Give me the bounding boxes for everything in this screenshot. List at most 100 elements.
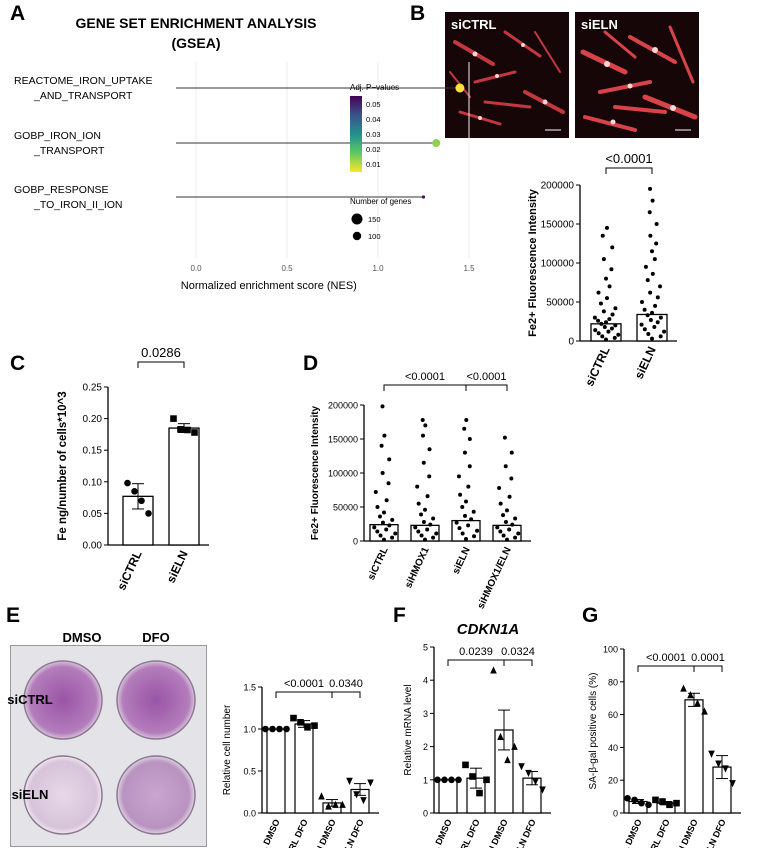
data-point bbox=[466, 484, 471, 489]
x-category-label: siCTRL DMSO bbox=[609, 818, 644, 848]
data-point bbox=[501, 513, 506, 518]
y-axis-label: SA-β-gal positive cells (%) bbox=[588, 673, 599, 790]
x-category-label: siCTRL bbox=[114, 548, 144, 592]
data-point bbox=[495, 525, 500, 530]
data-point bbox=[539, 786, 546, 794]
data-point bbox=[650, 271, 655, 276]
data-point bbox=[177, 426, 184, 433]
plate-row-label: siCTRL bbox=[7, 692, 53, 707]
data-point bbox=[360, 797, 367, 805]
data-point bbox=[373, 490, 378, 495]
data-point bbox=[138, 497, 145, 505]
data-point bbox=[498, 501, 503, 506]
y-axis-label: Fe2+ Fluorescence Intensity bbox=[310, 405, 321, 540]
data-point bbox=[131, 487, 138, 495]
data-point bbox=[390, 535, 395, 540]
data-point bbox=[505, 508, 509, 513]
plate-wells-image bbox=[23, 660, 196, 835]
data-point bbox=[462, 426, 467, 431]
p-value-label: 0.0324 bbox=[501, 646, 535, 658]
data-point bbox=[386, 481, 391, 486]
data-point bbox=[425, 494, 430, 499]
data-point bbox=[525, 769, 532, 778]
data-point bbox=[652, 796, 659, 804]
x-category-label: siELN DFO bbox=[337, 818, 366, 848]
data-point bbox=[501, 533, 506, 538]
data-point bbox=[673, 799, 680, 807]
data-point bbox=[680, 684, 687, 692]
data-point bbox=[631, 796, 638, 804]
y-tick-label: 20 bbox=[608, 776, 618, 786]
y-tick-label: 60 bbox=[608, 710, 618, 720]
data-point bbox=[648, 317, 653, 322]
gsea-dot bbox=[455, 83, 465, 93]
data-point bbox=[648, 233, 653, 238]
data-point bbox=[502, 435, 507, 440]
data-point bbox=[421, 460, 426, 465]
data-point bbox=[497, 485, 502, 490]
y-tick-label: 0.5 bbox=[243, 767, 256, 777]
gsea-x-tick: 0.0 bbox=[190, 264, 202, 273]
bar bbox=[684, 699, 704, 814]
gsea-legend-color-tick: 0.05 bbox=[366, 100, 381, 109]
data-point bbox=[382, 537, 386, 542]
data-point bbox=[490, 666, 497, 674]
data-point bbox=[613, 306, 618, 311]
data-point bbox=[503, 519, 508, 524]
y-tick-label: 5 bbox=[423, 643, 428, 653]
y-tick-label: 0 bbox=[568, 337, 574, 348]
bar bbox=[168, 427, 200, 546]
chart-c-fe-content: 0.00 0.05 0.10 0.15 0.20 0.25 Fe ng/number of … bbox=[57, 345, 209, 592]
data-point bbox=[462, 761, 469, 769]
data-point bbox=[353, 791, 360, 799]
panel-label-d: D bbox=[303, 352, 319, 375]
y-tick-label: 100 bbox=[603, 645, 618, 655]
x-category-label: siELN bbox=[632, 344, 659, 381]
data-point bbox=[457, 526, 462, 531]
data-point bbox=[413, 525, 418, 530]
data-point bbox=[380, 471, 385, 475]
gsea-title-line1: GENE SET ENRICHMENT ANALYSIS bbox=[76, 15, 317, 31]
data-point bbox=[475, 528, 480, 533]
data-point bbox=[420, 433, 425, 438]
data-point bbox=[607, 284, 612, 289]
significance-bracket bbox=[637, 665, 695, 672]
data-point bbox=[498, 529, 503, 534]
data-point bbox=[145, 510, 152, 517]
data-point bbox=[283, 725, 290, 733]
data-point bbox=[434, 531, 439, 536]
data-point bbox=[415, 484, 420, 489]
gsea-dot-plot: GENE SET ENRICHMENT ANALYSIS (GSEA) 0.0 0.5… bbox=[14, 15, 475, 292]
gsea-x-tick: 0.5 bbox=[281, 264, 293, 273]
x-category-label: siELN DMSO bbox=[305, 818, 337, 848]
data-point bbox=[423, 423, 428, 428]
data-point bbox=[464, 417, 469, 422]
data-point bbox=[387, 523, 392, 528]
data-point bbox=[332, 800, 339, 808]
x-category-label: siCTRL DFO bbox=[450, 818, 481, 848]
well-sieln-dfo bbox=[116, 755, 196, 835]
chart-g-sa-beta-gal: 0 20 40 60 80 100 SA-β-gal positive cells (%) s… bbox=[588, 645, 741, 848]
gsea-dot bbox=[432, 139, 441, 147]
data-point bbox=[643, 264, 648, 269]
gsea-legend-colorbar bbox=[350, 96, 362, 172]
data-point bbox=[604, 296, 609, 301]
data-point bbox=[372, 525, 377, 530]
x-category-label: siHMOX1/ELN bbox=[476, 546, 514, 611]
data-point bbox=[469, 773, 476, 780]
data-point bbox=[532, 778, 539, 786]
x-category-label: siCTRL DMSO bbox=[247, 818, 282, 848]
data-point bbox=[448, 776, 455, 784]
gsea-term-label: REACTOME_IRON_UPTAKE bbox=[14, 75, 152, 87]
data-point bbox=[596, 318, 601, 323]
significance-bracket bbox=[503, 659, 533, 666]
data-point bbox=[655, 295, 660, 300]
data-point bbox=[124, 479, 131, 487]
data-point bbox=[610, 312, 615, 317]
y-tick-label: 50000 bbox=[546, 298, 574, 309]
gsea-term-label: _TRANSPORT bbox=[33, 145, 105, 157]
significance-bracket bbox=[137, 361, 185, 368]
data-point bbox=[375, 505, 380, 509]
p-value-label: <0.0001 bbox=[605, 151, 652, 166]
